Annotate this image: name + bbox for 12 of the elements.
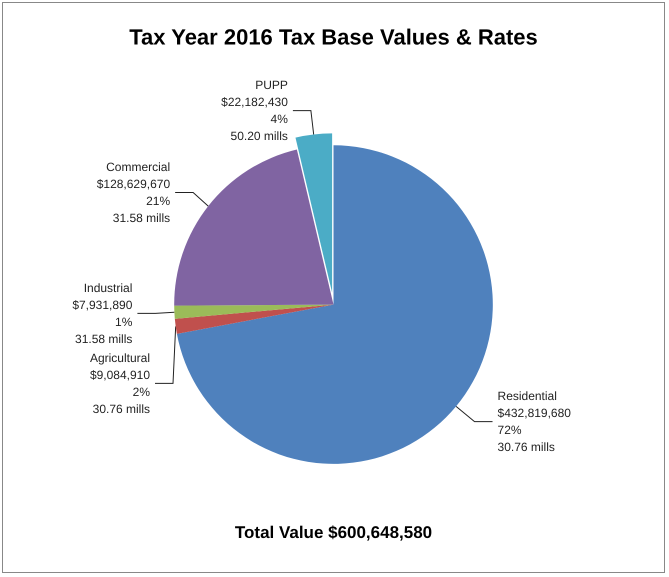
data-label: $128,629,670 21% 31.58 mills bbox=[96, 176, 170, 225]
data-label: $7,931,890 1% 31.58 mills bbox=[72, 298, 133, 346]
chart-title: Tax Year 2016 Tax Base Values & Rates bbox=[129, 24, 538, 50]
text: Total Value $600,648,580 bbox=[234, 523, 432, 542]
slice-label: PUPP bbox=[255, 78, 288, 92]
data-label: $22,182,430 4% 50.20 mills bbox=[221, 95, 288, 144]
slice-label: Residential bbox=[498, 389, 557, 404]
slice-label: Commercial bbox=[106, 160, 170, 174]
slice-label: Agricultural bbox=[90, 350, 150, 365]
slice-label: Industrial bbox=[84, 280, 132, 295]
data-label: $432,819,680 72% 30.76 mills bbox=[498, 406, 572, 454]
data-label: $9,084,910 2% 30.76 mills bbox=[90, 368, 150, 416]
